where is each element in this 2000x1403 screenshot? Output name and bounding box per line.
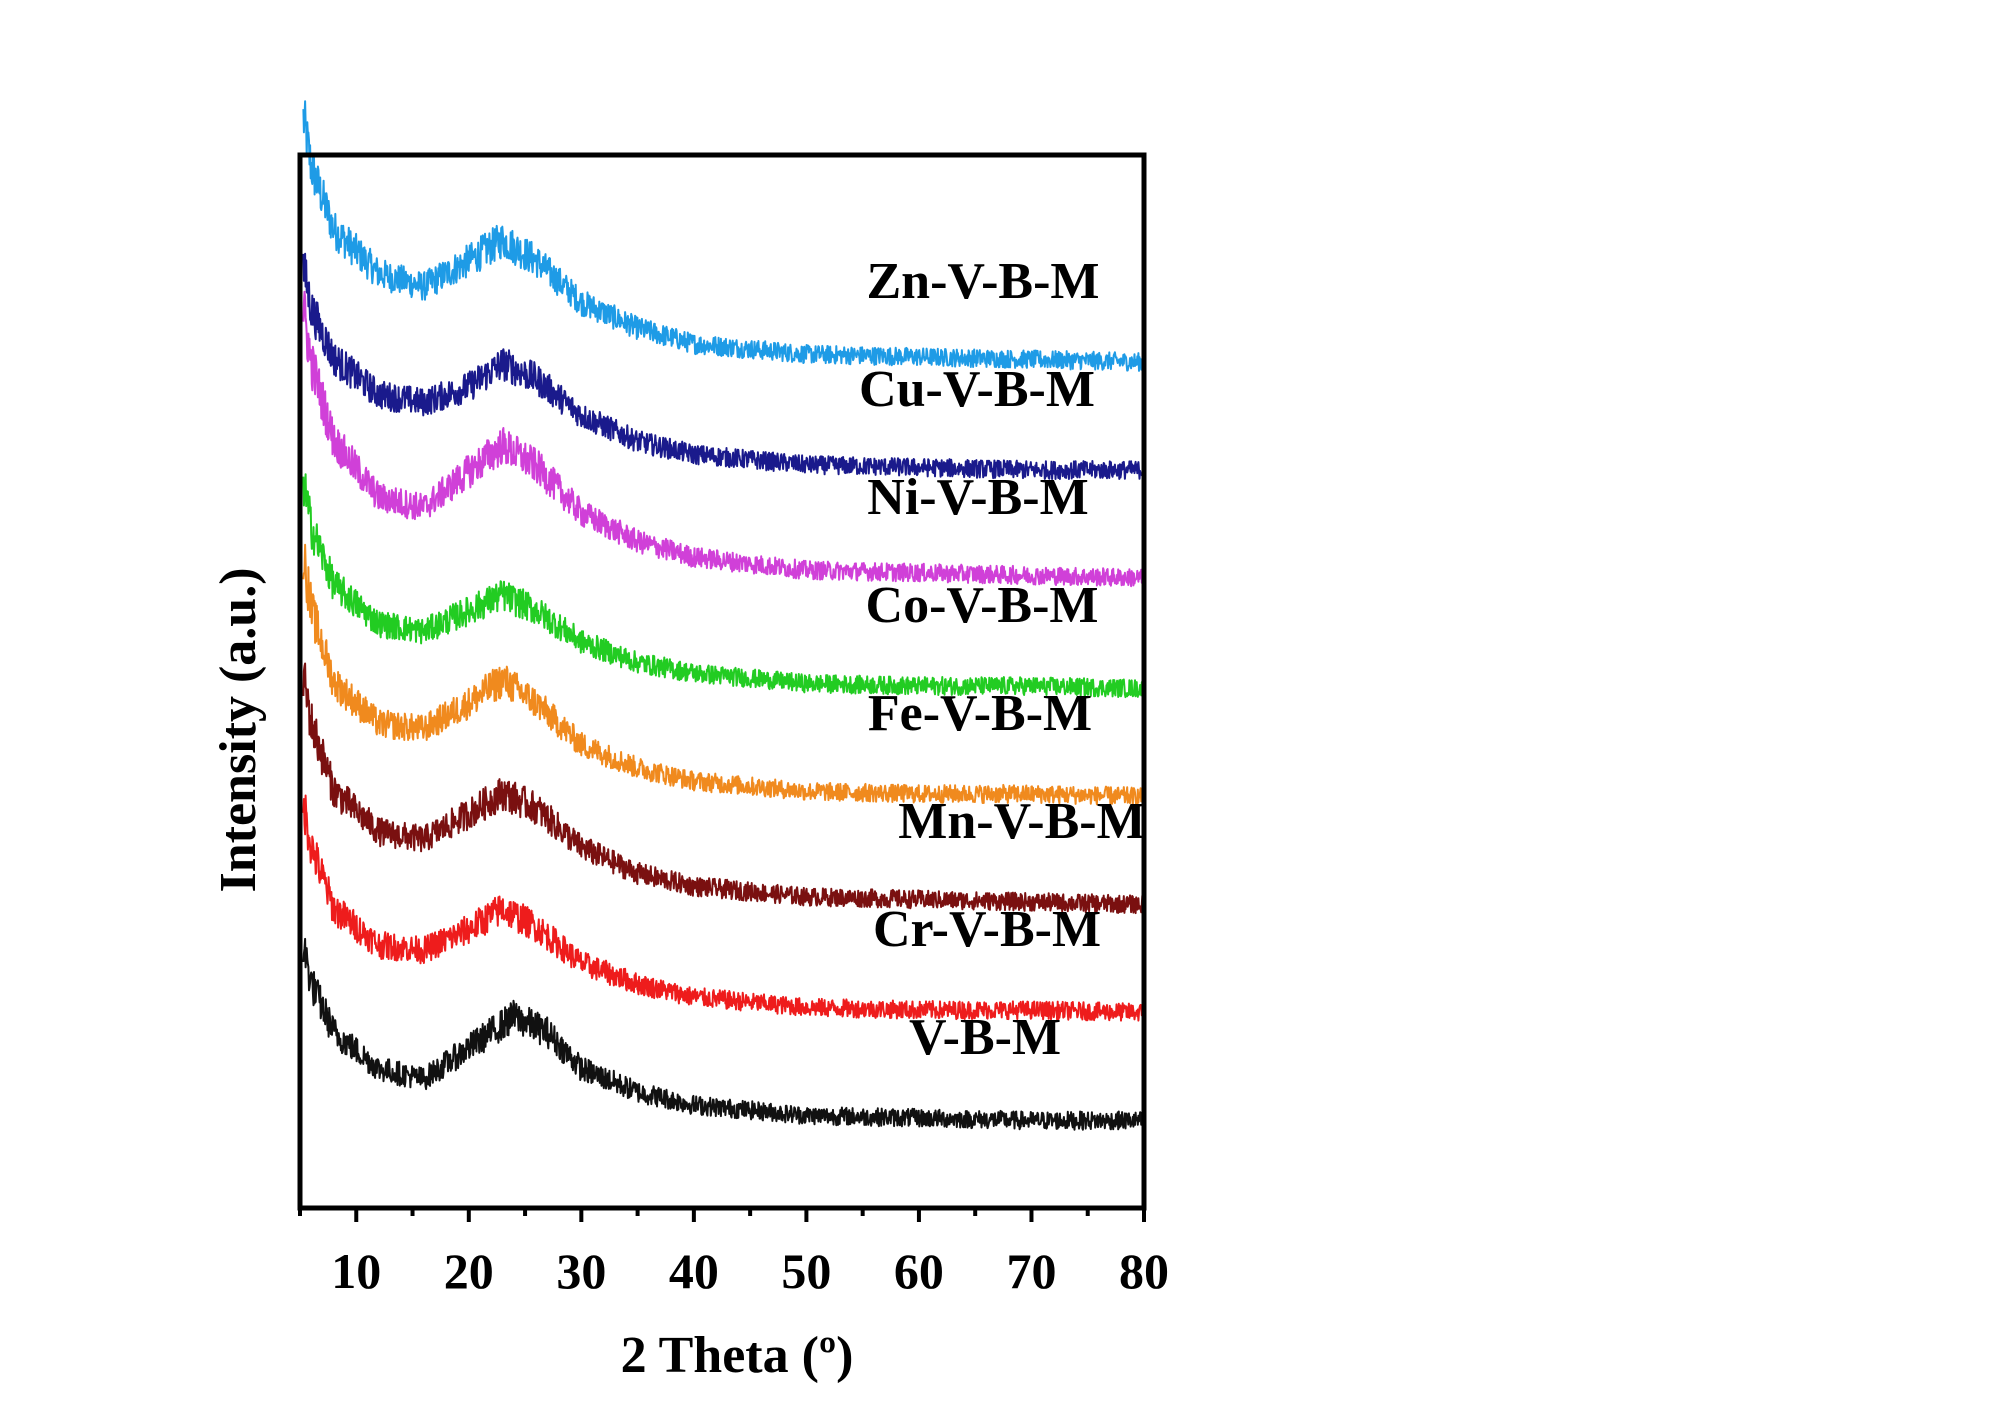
plot-frame [297, 152, 1147, 1211]
x-tick-label-40: 40 [669, 1243, 719, 1299]
y-axis-title: Intensity (a.u.) [210, 567, 267, 892]
series-line-zn-v-b-m [302, 100, 1145, 372]
x-axis-tick-labels: 10 20 30 40 50 60 70 80 [331, 1243, 1169, 1299]
series-line-fe-v-b-m [302, 543, 1145, 806]
series-label-co-v-b-m: Co-V-B-M [866, 577, 1099, 634]
x-tick-label-50: 50 [781, 1243, 831, 1299]
series-label-v-b-m: V-B-M [909, 1009, 1061, 1066]
x-tick-label-10: 10 [331, 1243, 381, 1299]
x-tick-label-70: 70 [1006, 1243, 1056, 1299]
x-axis-title: 2 Theta (º) [621, 1327, 854, 1384]
series-label-zn-v-b-m: Zn-V-B-M [866, 253, 1099, 310]
series-line-co-v-b-m [302, 473, 1145, 699]
series-labels: Zn-V-B-M Cu-V-B-M Ni-V-B-M Co-V-B-M Fe-V-B-M… [859, 253, 1146, 1066]
x-tick-label-80: 80 [1119, 1243, 1169, 1299]
series-line-cu-v-b-m [302, 252, 1145, 480]
series-line-mn-v-b-m [302, 662, 1145, 915]
series-label-ni-v-b-m: Ni-V-B-M [867, 469, 1088, 526]
series-line-v-b-m [302, 937, 1145, 1131]
series-label-cr-v-b-m: Cr-V-B-M [873, 901, 1101, 958]
x-tick-label-20: 20 [444, 1243, 494, 1299]
x-axis-ticks [298, 1208, 1146, 1222]
x-tick-label-30: 30 [556, 1243, 606, 1299]
series-label-cu-v-b-m: Cu-V-B-M [859, 361, 1095, 418]
series-label-mn-v-b-m: Mn-V-B-M [898, 793, 1145, 850]
series-line-ni-v-b-m [302, 290, 1145, 588]
curves-layer [302, 100, 1145, 1131]
x-tick-label-60: 60 [894, 1243, 944, 1299]
series-line-cr-v-b-m [302, 794, 1145, 1022]
series-label-fe-v-b-m: Fe-V-B-M [868, 685, 1092, 742]
